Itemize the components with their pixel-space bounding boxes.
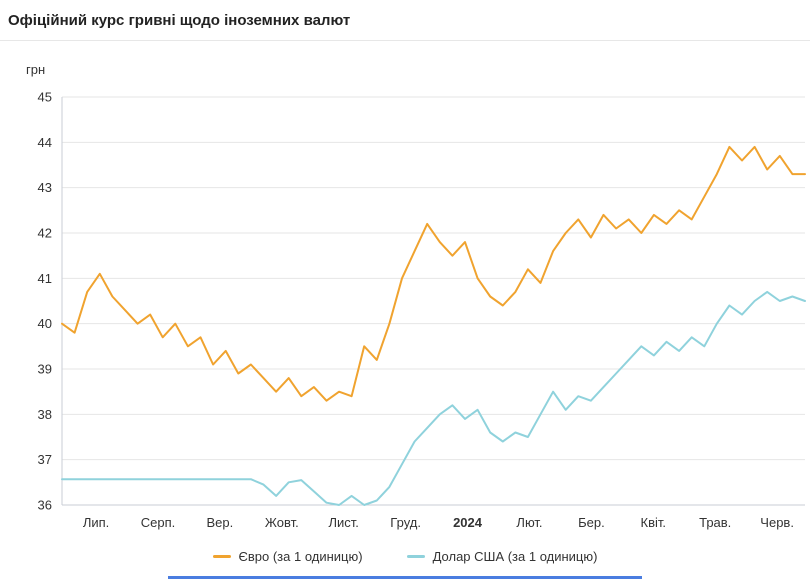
x-tick-label-5: Груд. (390, 515, 421, 530)
legend-item-euro[interactable]: Євро (за 1 одиницю) (212, 548, 363, 564)
legend-item-usd[interactable]: Долар США (за 1 одиницю) (406, 548, 598, 564)
x-tick-label-8: Бер. (578, 515, 605, 530)
x-tick-label-3: Жовт. (265, 515, 299, 530)
usd-line-swatch-icon (406, 554, 425, 558)
y-tick-label-41: 41 (38, 271, 52, 286)
y-tick-label-43: 43 (38, 180, 52, 195)
chart-header: Офіційний курс гривні щодо іноземних вал… (0, 0, 810, 41)
series-line-0[interactable] (61, 145, 806, 402)
y-tick-label-44: 44 (38, 135, 52, 150)
chart-title: Офіційний курс гривні щодо іноземних вал… (8, 12, 351, 29)
x-tick-label-9: Квіт. (641, 515, 667, 530)
x-tick-label-10: Трав. (699, 515, 731, 530)
y-tick-label-42: 42 (38, 226, 52, 241)
x-tick-label-2: Вер. (207, 515, 234, 530)
y-axis-unit-label: грн (26, 62, 46, 77)
x-tick-label-7: Лют. (516, 515, 542, 530)
chart-legend: Євро (за 1 одиницю) Долар США (за 1 один… (0, 543, 810, 569)
x-tick-label-0: Лип. (83, 515, 109, 530)
y-tick-label-40: 40 (38, 316, 52, 331)
euro-line-swatch-icon (212, 554, 231, 558)
y-tick-label-39: 39 (38, 362, 52, 377)
x-tick-label-1: Серп. (141, 515, 176, 530)
x-tick-label-6: 2024 (453, 515, 483, 530)
y-tick-label-36: 36 (38, 498, 52, 513)
bottom-accent-bar[interactable] (168, 576, 642, 579)
x-tick-label-11: Черв. (760, 515, 794, 530)
y-tick-label-45: 45 (38, 90, 52, 105)
y-tick-label-37: 37 (38, 452, 52, 467)
x-tick-label-4: Лист. (329, 515, 359, 530)
legend-label-euro: Євро (за 1 одиницю) (238, 548, 363, 564)
legend-label-usd: Долар США (за 1 одиницю) (432, 548, 598, 564)
series-line-1[interactable] (61, 290, 806, 506)
y-tick-label-38: 38 (38, 407, 52, 422)
